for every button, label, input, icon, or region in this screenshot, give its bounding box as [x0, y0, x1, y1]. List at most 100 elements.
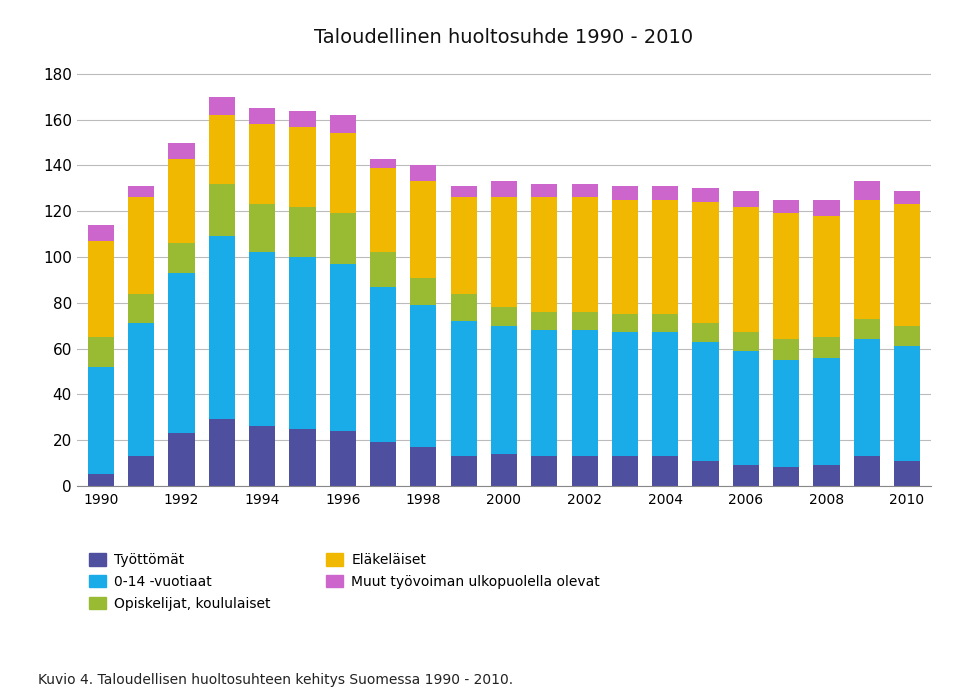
Bar	[88, 367, 114, 475]
Bar	[773, 360, 800, 468]
Bar	[329, 264, 356, 431]
Bar	[813, 200, 839, 216]
Bar	[208, 419, 235, 486]
Bar	[88, 337, 114, 367]
Bar	[329, 133, 356, 214]
Bar	[692, 188, 719, 202]
Bar	[652, 186, 679, 200]
Bar	[813, 465, 839, 486]
Bar	[88, 225, 114, 241]
Bar	[289, 207, 316, 257]
Legend: Työttömät, 0-14 -vuotiaat, Opiskelijat, koululaiset, Eläkeläiset, Muut työvoiman: Työttömät, 0-14 -vuotiaat, Opiskelijat, …	[84, 548, 606, 616]
Bar	[169, 243, 195, 273]
Bar	[612, 314, 638, 332]
Bar	[692, 461, 719, 486]
Bar	[491, 325, 517, 454]
Bar	[289, 257, 316, 429]
Bar	[129, 198, 155, 294]
Bar	[732, 207, 759, 332]
Bar	[531, 198, 558, 312]
Bar	[450, 186, 477, 198]
Bar	[129, 186, 155, 198]
Bar	[813, 357, 839, 465]
Bar	[289, 429, 316, 486]
Bar	[491, 181, 517, 198]
Bar	[531, 184, 558, 198]
Bar	[370, 442, 396, 486]
Bar	[208, 96, 235, 115]
Bar	[450, 294, 477, 321]
Bar	[410, 305, 437, 447]
Text: Kuvio 4. Taloudellisen huoltosuhteen kehitys Suomessa 1990 - 2010.: Kuvio 4. Taloudellisen huoltosuhteen keh…	[38, 673, 514, 687]
Bar	[370, 168, 396, 253]
Bar	[612, 200, 638, 314]
Bar	[612, 332, 638, 456]
Bar	[531, 456, 558, 486]
Bar	[692, 341, 719, 461]
Bar	[208, 184, 235, 237]
Bar	[853, 319, 879, 339]
Bar	[732, 191, 759, 207]
Bar	[894, 325, 920, 346]
Bar	[652, 456, 679, 486]
Bar	[129, 456, 155, 486]
Bar	[612, 456, 638, 486]
Bar	[531, 312, 558, 330]
Bar	[329, 214, 356, 264]
Bar	[853, 200, 879, 319]
Bar	[894, 461, 920, 486]
Bar	[370, 253, 396, 287]
Bar	[652, 200, 679, 314]
Bar	[329, 115, 356, 133]
Bar	[208, 237, 235, 419]
Bar	[129, 294, 155, 323]
Bar	[652, 332, 679, 456]
Bar	[329, 431, 356, 486]
Bar	[571, 456, 598, 486]
Bar	[169, 433, 195, 486]
Bar	[813, 337, 839, 357]
Bar	[169, 273, 195, 433]
Bar	[491, 307, 517, 325]
Bar	[410, 165, 437, 181]
Bar	[853, 181, 879, 200]
Bar	[853, 456, 879, 486]
Bar	[129, 323, 155, 456]
Bar	[531, 330, 558, 456]
Bar	[289, 126, 316, 207]
Bar	[370, 158, 396, 168]
Bar	[612, 186, 638, 200]
Bar	[249, 253, 276, 426]
Bar	[773, 214, 800, 339]
Bar	[732, 350, 759, 465]
Bar	[410, 181, 437, 278]
Bar	[491, 454, 517, 486]
Bar	[249, 204, 276, 253]
Bar	[571, 184, 598, 198]
Bar	[450, 456, 477, 486]
Bar	[289, 110, 316, 126]
Bar	[169, 158, 195, 243]
Bar	[410, 447, 437, 486]
Bar	[652, 314, 679, 332]
Bar	[894, 346, 920, 461]
Bar	[169, 142, 195, 158]
Bar	[692, 202, 719, 323]
Bar	[732, 465, 759, 486]
Bar	[894, 204, 920, 325]
Bar	[410, 278, 437, 305]
Bar	[773, 339, 800, 360]
Bar	[370, 287, 396, 442]
Bar	[692, 323, 719, 341]
Bar	[450, 321, 477, 456]
Bar	[249, 426, 276, 486]
Bar	[732, 332, 759, 350]
Bar	[894, 191, 920, 204]
Title: Taloudellinen huoltosuhde 1990 - 2010: Taloudellinen huoltosuhde 1990 - 2010	[315, 28, 693, 47]
Bar	[208, 115, 235, 184]
Bar	[88, 475, 114, 486]
Bar	[249, 124, 276, 204]
Bar	[88, 241, 114, 337]
Bar	[571, 330, 598, 456]
Bar	[773, 200, 800, 214]
